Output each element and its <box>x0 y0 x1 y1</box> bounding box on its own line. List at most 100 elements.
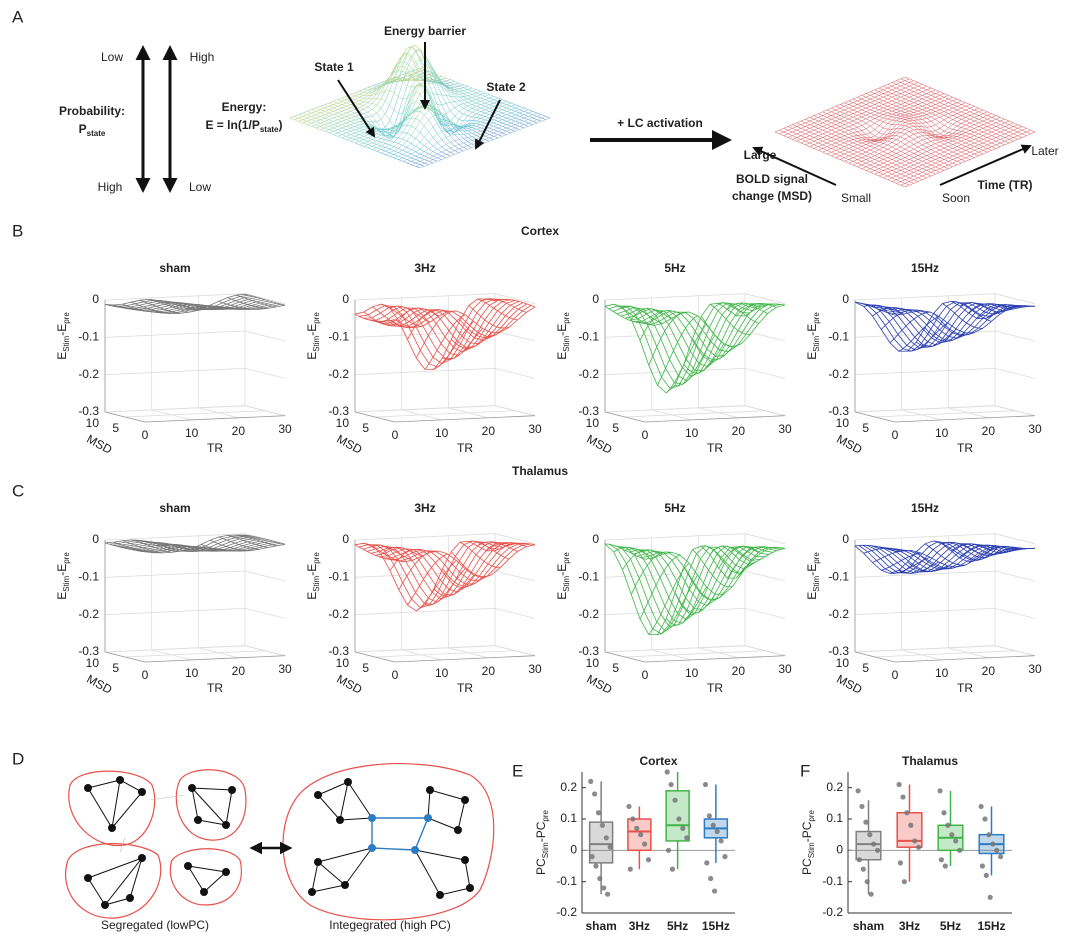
label: Soon <box>942 191 970 205</box>
axis-line <box>395 416 535 422</box>
data-point <box>871 841 876 846</box>
z-axis-label: EStim-Epre <box>305 552 321 600</box>
grid-line <box>355 646 495 652</box>
data-point <box>938 788 943 793</box>
grid-line <box>245 368 285 378</box>
x-tick-label: 0 <box>142 428 149 442</box>
data-point <box>863 820 868 825</box>
grid-line <box>495 368 535 378</box>
grid-line <box>745 571 785 581</box>
surface <box>855 541 1035 574</box>
data-point <box>642 841 647 846</box>
data-point <box>593 863 598 868</box>
x-tick-label: 10 <box>185 666 199 680</box>
x-axis-label: TR <box>457 681 473 695</box>
y-tick-label: 0.2 <box>826 780 843 794</box>
y-axis-label: MSD <box>84 432 114 457</box>
x-tick-label: 0 <box>642 668 649 682</box>
grid-line <box>105 368 245 374</box>
grid-line <box>355 331 495 337</box>
data-point <box>712 888 717 893</box>
grid-line <box>745 294 785 304</box>
data-point <box>638 832 643 837</box>
label-part: PC <box>534 858 548 875</box>
label: BOLD signal <box>736 172 808 186</box>
data-point <box>984 873 989 878</box>
plot-title: 5Hz <box>664 261 685 275</box>
y-tick-label: -0.2 <box>556 905 577 919</box>
label: Integegrated (high PC) <box>329 918 450 932</box>
y-tick-label: 5 <box>112 421 119 435</box>
grid-line <box>605 534 745 540</box>
x-tick-label: 20 <box>482 424 496 438</box>
x-axis-label: TR <box>707 681 723 695</box>
data-point <box>902 879 907 884</box>
data-point <box>898 860 903 865</box>
axis-line <box>605 652 645 662</box>
mesh-line <box>338 59 468 136</box>
grid-line <box>105 646 245 652</box>
data-point <box>897 782 902 787</box>
data-point <box>670 867 675 872</box>
data-point <box>708 876 713 881</box>
x-tick-label: 20 <box>732 664 746 678</box>
data-point <box>980 863 985 868</box>
plot-3d: 0-0.1-0.2-0.30102030105TRMSDEStim-Epre3H… <box>305 261 542 457</box>
x-tick-label: 10 <box>185 426 199 440</box>
label-sub: Stim <box>812 335 821 351</box>
label-sub: Stim <box>807 842 816 858</box>
label: State 2 <box>486 80 526 94</box>
y-tick-label: 0.1 <box>560 811 577 825</box>
y-tick-label: 5 <box>612 421 619 435</box>
axis-line <box>855 652 895 662</box>
y-tick-label: -0.1 <box>822 874 843 888</box>
grid-line <box>245 608 285 618</box>
label-part: E <box>55 352 69 360</box>
y-axis-label: MSD <box>334 672 364 697</box>
z-tick-label: 0 <box>342 532 349 546</box>
label-part: E <box>805 592 819 600</box>
grid-line <box>495 571 535 581</box>
data-point <box>904 810 909 815</box>
data-point <box>875 848 880 853</box>
mesh-line <box>303 113 433 163</box>
y-tick-label: 5 <box>862 661 869 675</box>
data-point <box>718 838 723 843</box>
x-tick-label: 0 <box>142 668 149 682</box>
label-part: E <box>805 352 819 360</box>
grid-line <box>745 331 785 341</box>
plot-title: 3Hz <box>414 261 435 275</box>
data-point <box>605 892 610 897</box>
data-point <box>715 829 720 834</box>
data-point <box>626 804 631 809</box>
plot-3d: 0-0.1-0.2-0.30102030105TRMSDEStim-Epre15… <box>805 501 1042 697</box>
label-part: E = ln(1/P <box>205 118 259 132</box>
mesh-line <box>329 45 459 133</box>
y-tick-label: 10 <box>836 416 850 430</box>
data-point <box>711 823 716 828</box>
z-tick-label: -0.1 <box>578 330 599 344</box>
label: change (MSD) <box>732 189 812 203</box>
y-axis-label: MSD <box>584 672 614 697</box>
y-tick-label: 10 <box>836 656 850 670</box>
z-tick-label: 0 <box>342 292 349 306</box>
grid-line <box>495 608 535 618</box>
x-tick-label: 20 <box>732 424 746 438</box>
x-tick-label: 20 <box>232 424 246 438</box>
mesh-line <box>416 116 546 166</box>
data-point <box>666 848 671 853</box>
figure: A B C D E F Low High High Low Probabilit… <box>0 0 1070 939</box>
mesh-line <box>862 95 992 150</box>
label-part: E <box>555 352 569 360</box>
z-tick-label: 0 <box>592 532 599 546</box>
data-point <box>869 892 874 897</box>
x-tick-label: 30 <box>528 422 542 436</box>
data-point <box>859 804 864 809</box>
z-tick-label: -0.2 <box>828 607 849 621</box>
y-tick-label: 10 <box>586 656 600 670</box>
grid-line <box>855 534 995 540</box>
label-part: -E <box>805 564 819 576</box>
x-axis-label: TR <box>957 681 973 695</box>
z-axis-label: EStim-Epre <box>555 312 571 360</box>
x-tick-label: 10 <box>685 666 699 680</box>
